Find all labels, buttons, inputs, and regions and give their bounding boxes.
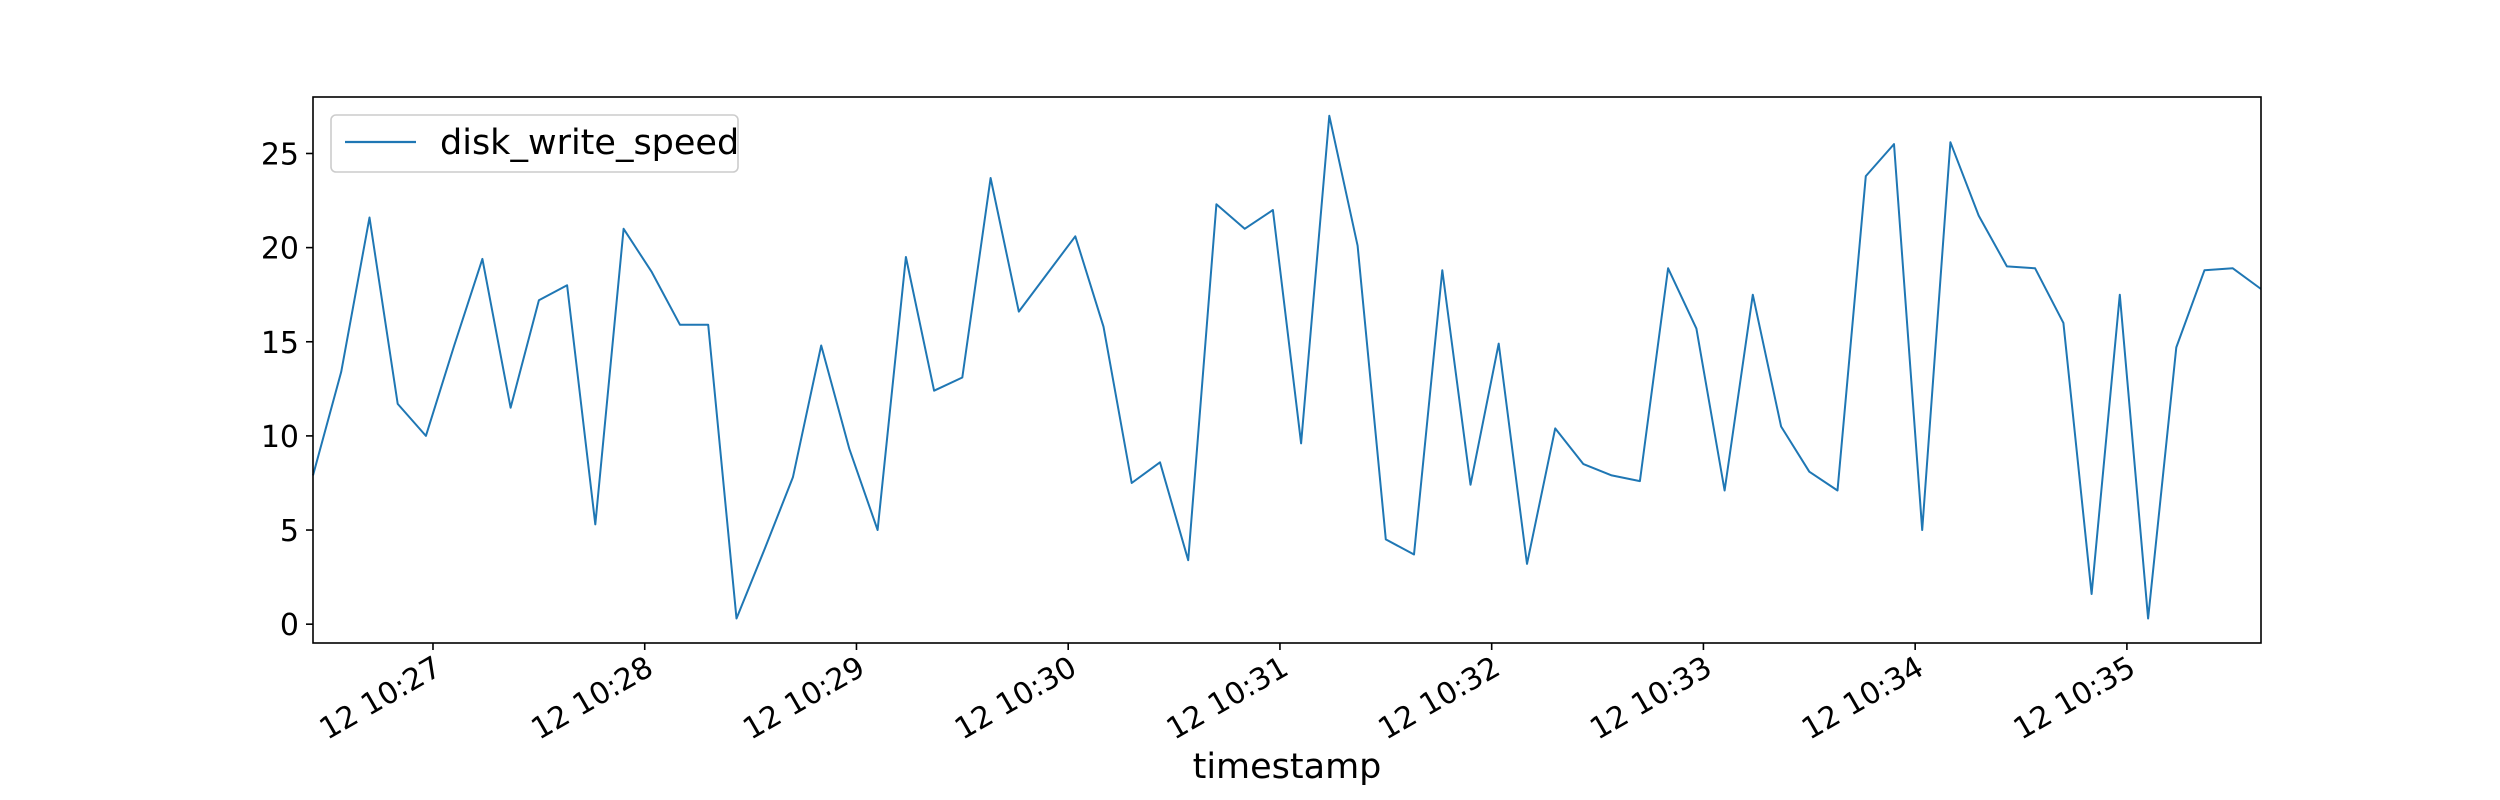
y-axis: 0 5 10 15 20 25 bbox=[261, 137, 313, 643]
series-line-disk-write-speed bbox=[312, 114, 2262, 620]
y-tick-label: 10 bbox=[261, 420, 299, 455]
series-layer bbox=[312, 114, 2262, 620]
plot-area bbox=[313, 97, 2261, 643]
plot-frame bbox=[312, 96, 2262, 644]
legend-frame bbox=[330, 114, 739, 173]
legend: disk_write_speed bbox=[330, 114, 739, 173]
y-tick-label: 0 bbox=[280, 608, 299, 643]
y-tick-label: 25 bbox=[261, 137, 299, 172]
legend-label-disk-write-speed: disk_write_speed bbox=[440, 123, 739, 163]
y-tick-label: 5 bbox=[280, 514, 299, 549]
y-tick-label: 20 bbox=[261, 232, 299, 267]
x-axis-title: timestamp bbox=[1193, 747, 1382, 787]
y-tick-label: 15 bbox=[261, 326, 299, 361]
